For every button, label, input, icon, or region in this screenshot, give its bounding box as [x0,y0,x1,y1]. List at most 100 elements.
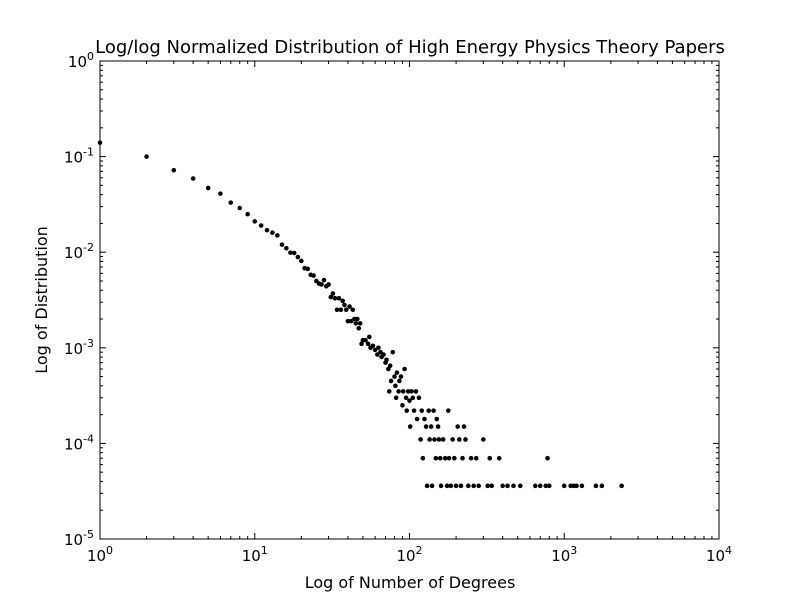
data-point [442,455,448,461]
data-point [397,378,402,384]
data-point [390,349,396,355]
data-point [400,389,406,394]
data-point [288,250,293,255]
x-tick-label: 104 [706,544,732,565]
data-point [218,191,223,196]
data-point [353,321,359,326]
data-point [404,408,410,413]
data-point [299,258,304,264]
data-point [593,483,599,489]
data-point [228,200,234,205]
data-point [403,395,409,401]
data-point [471,483,477,489]
x-tick-exponent: 1 [261,544,268,557]
data-point [384,357,389,363]
data-point [237,205,243,211]
data-point [432,437,437,442]
y-tick-exponent: -2 [83,241,94,254]
data-point [347,304,352,309]
x-tick-base: 10 [706,547,725,565]
data-point [338,307,344,313]
data-point [319,282,324,287]
data-point [410,395,416,401]
x-tick-label: 100 [87,544,113,565]
data-point [452,455,457,461]
plot-frame [99,60,720,540]
data-point [279,242,285,247]
data-point [321,277,327,283]
y-tick-exponent: -1 [83,146,94,159]
y-tick-label: 10-2 [64,241,94,262]
data-point [407,398,412,403]
x-axis-label: Log of Number of Degrees [305,573,516,592]
data-point [500,483,505,489]
x-tick-base: 10 [551,547,570,565]
data-point [448,483,454,489]
data-point [284,245,289,251]
data-point [411,408,417,413]
data-point [405,389,411,394]
data-point [398,374,404,379]
data-point [370,343,376,349]
data-point [468,455,474,461]
data-point [537,483,543,489]
data-point [458,483,464,489]
data-point [258,223,264,228]
x-tick-label: 102 [396,544,422,565]
chart-title: Log/log Normalized Distribution of High … [95,37,725,58]
data-point [427,437,432,442]
data-point [400,403,405,408]
data-point [533,483,538,489]
x-tick-exponent: 4 [725,544,732,557]
data-point [350,307,356,313]
data-point [334,307,340,313]
data-point [394,370,400,375]
x-tick-exponent: 2 [416,544,423,557]
data-point [357,321,363,326]
data-point [455,424,461,429]
x-tick-exponent: 0 [106,544,113,557]
data-point [388,378,394,384]
data-point [205,185,211,191]
data-point [311,273,316,278]
x-tick-label: 103 [551,544,577,565]
data-point [330,291,336,296]
y-tick-exponent: -5 [83,528,94,541]
data-point [332,295,338,301]
data-point [418,437,423,442]
x-tick-base: 10 [396,547,415,565]
data-point [264,227,270,233]
x-tick-exponent: 3 [570,544,577,557]
data-point [393,383,398,389]
data-point [473,455,479,461]
data-point [305,266,311,272]
data-point [336,295,342,301]
data-point [144,154,149,159]
data-point [372,347,378,353]
data-point [476,483,482,489]
data-point [375,352,380,357]
data-point [545,455,550,461]
data-point [363,337,368,343]
data-point [413,389,419,394]
y-tick-base: 10 [64,435,83,453]
data-point [546,483,552,489]
data-point [429,483,435,489]
data-point [438,483,444,489]
data-point [487,455,493,461]
data-point [424,483,430,489]
data-point [367,334,372,340]
data-point [328,294,334,300]
data-point [466,483,471,489]
data-point [435,424,441,429]
data-point [436,437,442,442]
y-tick-base: 10 [68,53,87,71]
data-point [326,282,331,287]
data-point [190,176,196,181]
data-point [446,455,452,461]
data-point [343,307,349,313]
y-tick-label: 100 [68,50,94,71]
data-point [574,483,579,489]
x-tick-base: 10 [87,547,106,565]
